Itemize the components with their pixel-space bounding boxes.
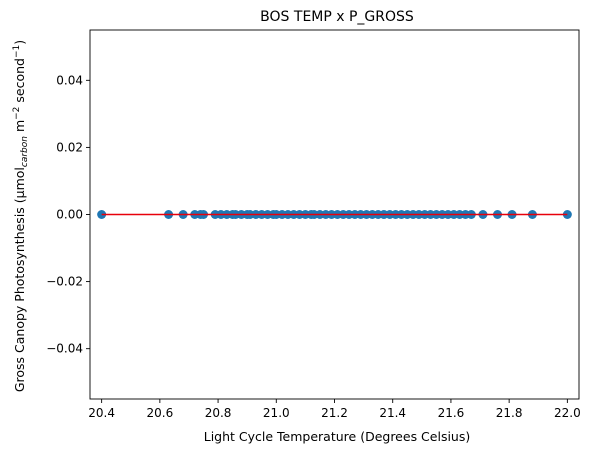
- y-tick-label: 0.00: [56, 208, 83, 222]
- y-tick-label: −0.04: [46, 342, 83, 356]
- x-tick-label: 21.4: [379, 406, 406, 420]
- y-tick-label: 0.04: [56, 73, 83, 87]
- x-tick-label: 20.6: [146, 406, 173, 420]
- x-tick-label: 20.8: [205, 406, 232, 420]
- x-tick-label: 22.0: [554, 406, 581, 420]
- x-axis-label: Light Cycle Temperature (Degrees Celsius…: [204, 429, 471, 444]
- x-tick-label: 21.0: [263, 406, 290, 420]
- chart-title: BOS TEMP x P_GROSS: [260, 9, 414, 25]
- y-axis-label: Gross Canopy Photosynthesis (µmolcarbon …: [12, 40, 30, 392]
- x-tick-label: 21.2: [321, 406, 348, 420]
- y-tick-label: −0.02: [46, 275, 83, 289]
- y-tick-label: 0.02: [56, 140, 83, 154]
- x-tick-label: 21.8: [496, 406, 523, 420]
- x-axis: 20.4 20.6 20.8 21.0 21.2 21.4 21.6 21.8 22.0: [88, 399, 581, 420]
- plot-area: [89, 29, 580, 400]
- x-tick-label: 20.4: [88, 406, 115, 420]
- x-tick-label: 21.6: [438, 406, 465, 420]
- y-axis: 0.04 0.02 0.00 −0.02 −0.04: [46, 73, 90, 356]
